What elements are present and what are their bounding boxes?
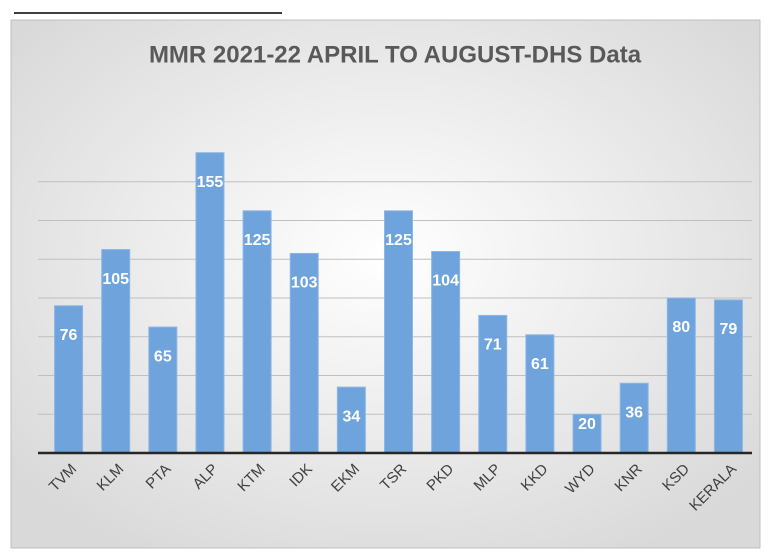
bar bbox=[713, 299, 743, 454]
data-label: 20 bbox=[578, 416, 596, 433]
bar bbox=[431, 251, 461, 454]
data-label: 34 bbox=[342, 408, 360, 425]
bar bbox=[478, 314, 508, 454]
bar bbox=[148, 326, 178, 454]
bar bbox=[336, 386, 366, 454]
data-label: 65 bbox=[154, 348, 172, 365]
data-label: 105 bbox=[102, 271, 129, 288]
chart-title: MMR 2021-22 APRIL TO AUGUST-DHS Data bbox=[149, 41, 642, 68]
data-label: 61 bbox=[531, 356, 549, 373]
data-label: 71 bbox=[484, 337, 502, 354]
bar bbox=[242, 210, 272, 454]
bar bbox=[525, 334, 555, 454]
data-label: 76 bbox=[60, 327, 78, 344]
bar bbox=[101, 249, 131, 454]
bar bbox=[384, 210, 413, 454]
data-label: 155 bbox=[197, 174, 224, 191]
bar bbox=[619, 382, 649, 454]
data-label: 104 bbox=[432, 273, 459, 290]
bar bbox=[666, 297, 696, 454]
bar bbox=[195, 152, 225, 454]
data-label: 103 bbox=[291, 275, 318, 292]
data-label: 36 bbox=[625, 404, 643, 421]
data-label: 125 bbox=[244, 232, 271, 249]
data-label: 80 bbox=[672, 319, 690, 336]
data-label: 125 bbox=[385, 232, 412, 249]
data-label: 79 bbox=[720, 321, 738, 338]
